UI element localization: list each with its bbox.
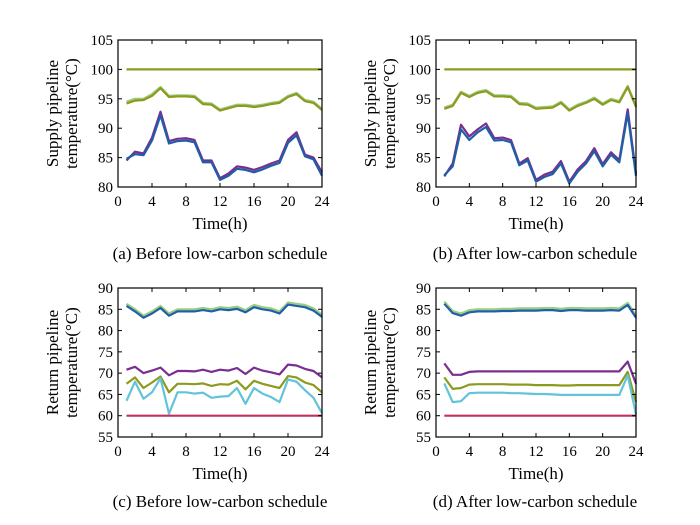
- x-tick-label: 8: [182, 194, 190, 210]
- series-line-1: [125, 303, 323, 319]
- x-tick-label: 8: [499, 444, 507, 460]
- y-tick-label: 85: [416, 302, 431, 318]
- panel-a: 0 4 8 12 16 20 24 80 85 90 95 100 105 Time(h) Supply p…: [43, 33, 330, 263]
- y-tick-label: 100: [91, 62, 114, 78]
- y-tick-label: 55: [416, 430, 431, 446]
- y-axis-label-line1: Return pipeline: [43, 310, 62, 415]
- series-line-0: [443, 300, 637, 317]
- x-tick-label: 8: [182, 444, 190, 460]
- y-axis-label-line1: Return pipeline: [361, 310, 380, 415]
- x-tick-label: 20: [281, 194, 296, 210]
- y-tick-label: 70: [98, 366, 113, 382]
- x-tick-label: 4: [466, 444, 474, 460]
- x-tick-label: 24: [629, 444, 645, 460]
- x-tick-label: 12: [213, 444, 228, 460]
- plot-area: [118, 40, 322, 187]
- x-tick-label: 0: [432, 444, 440, 460]
- x-tick-label: 0: [432, 194, 440, 210]
- series-line-3: [443, 370, 638, 403]
- x-tick-label: 12: [529, 444, 544, 460]
- y-axis-label: Supply pipeline temperature(°C): [43, 58, 81, 169]
- series-line-0: [125, 301, 323, 317]
- series-line-1: [443, 303, 637, 319]
- x-tick-label: 0: [114, 444, 122, 460]
- panel-c: 0 4 8 12 16 20 24 55 60 65 70 75 80 85 90 Time(h) Return…: [43, 281, 330, 511]
- x-tick-label: 16: [562, 444, 578, 460]
- x-tick-label: 24: [315, 194, 331, 210]
- series-line-3: [125, 110, 323, 180]
- series-line-4: [125, 114, 323, 181]
- y-tick-label: 80: [98, 180, 113, 196]
- panel-caption: (d) After low-carbon schedule: [433, 492, 637, 511]
- y-tick-label: 80: [416, 180, 431, 196]
- y-tick-label: 90: [98, 121, 113, 137]
- x-tick-label: 4: [466, 194, 474, 210]
- x-tick-label: 8: [499, 194, 507, 210]
- x-tick-label: 20: [595, 194, 610, 210]
- y-tick-label: 85: [98, 151, 113, 167]
- x-tick-label: 12: [213, 194, 228, 210]
- series-line-4: [443, 112, 638, 185]
- y-tick-label: 75: [98, 345, 113, 361]
- y-tick-label: 105: [409, 33, 432, 49]
- y-axis-label: Return pipeline temperature(°C): [43, 307, 81, 418]
- y-axis-label-line1: Supply pipeline: [361, 60, 380, 167]
- y-tick-label: 90: [98, 281, 113, 297]
- y-tick-label: 55: [98, 430, 113, 446]
- series-line-2: [443, 360, 638, 385]
- x-axis-label: Time(h): [508, 214, 563, 233]
- y-tick-label: 65: [416, 387, 431, 403]
- y-axis-label: Return pipeline temperature(°C): [361, 307, 399, 418]
- x-axis-label: Time(h): [508, 464, 563, 483]
- y-tick-label: 95: [416, 92, 431, 108]
- x-tick-label: 4: [148, 194, 156, 210]
- x-tick-label: 24: [315, 444, 331, 460]
- y-tick-label: 90: [416, 121, 431, 137]
- y-tick-label: 85: [416, 151, 431, 167]
- x-tick-label: 0: [114, 194, 122, 210]
- panel-caption: (c) Before low-carbon schedule: [113, 492, 328, 511]
- y-axis-label-line2: temperature(°C): [380, 58, 399, 169]
- y-tick-label: 90: [416, 281, 431, 297]
- panel-b: 0 4 8 12 16 20 24 80 85 90 95 100 105 Time(h) Supply p…: [361, 33, 644, 263]
- series-line-2: [126, 363, 323, 379]
- y-axis-label-line1: Supply pipeline: [43, 60, 62, 167]
- x-tick-label: 16: [562, 194, 578, 210]
- y-tick-label: 70: [416, 366, 431, 382]
- y-tick-label: 105: [91, 33, 114, 49]
- series-line-3: [443, 108, 638, 183]
- series-line-3: [125, 375, 323, 394]
- plot-area: [436, 40, 636, 187]
- x-tick-label: 4: [148, 444, 156, 460]
- y-axis-label-line2: temperature(°C): [62, 58, 81, 169]
- y-axis-label-line2: temperature(°C): [62, 307, 81, 418]
- panel-caption: (b) After low-carbon schedule: [433, 244, 637, 263]
- x-axis-label: Time(h): [192, 214, 247, 233]
- y-axis-label-line2: temperature(°C): [380, 307, 399, 418]
- y-tick-label: 95: [98, 92, 113, 108]
- y-tick-label: 80: [98, 324, 113, 340]
- y-tick-label: 85: [98, 302, 113, 318]
- x-tick-label: 20: [595, 444, 610, 460]
- y-axis-label: Supply pipeline temperature(°C): [361, 58, 399, 169]
- x-tick-label: 20: [281, 444, 296, 460]
- x-tick-label: 12: [529, 194, 544, 210]
- x-tick-label: 16: [247, 194, 263, 210]
- x-axis-label: Time(h): [192, 464, 247, 483]
- series-line-2: [126, 87, 323, 112]
- panel-d: 0 4 8 12 16 20 24 55 60 65 70 75 80 85 90 Time(h) Return…: [361, 281, 644, 511]
- series-line-4: [125, 377, 323, 415]
- x-tick-label: 16: [247, 444, 263, 460]
- y-tick-label: 80: [416, 324, 431, 340]
- series-line-4: [443, 374, 638, 415]
- series-line-2: [443, 85, 638, 112]
- y-tick-label: 60: [416, 409, 431, 425]
- x-tick-label: 24: [629, 194, 645, 210]
- y-tick-label: 60: [98, 409, 113, 425]
- panel-caption: (a) Before low-carbon schedule: [113, 244, 328, 263]
- y-tick-label: 100: [409, 62, 432, 78]
- y-tick-label: 65: [98, 387, 113, 403]
- y-tick-label: 75: [416, 345, 431, 361]
